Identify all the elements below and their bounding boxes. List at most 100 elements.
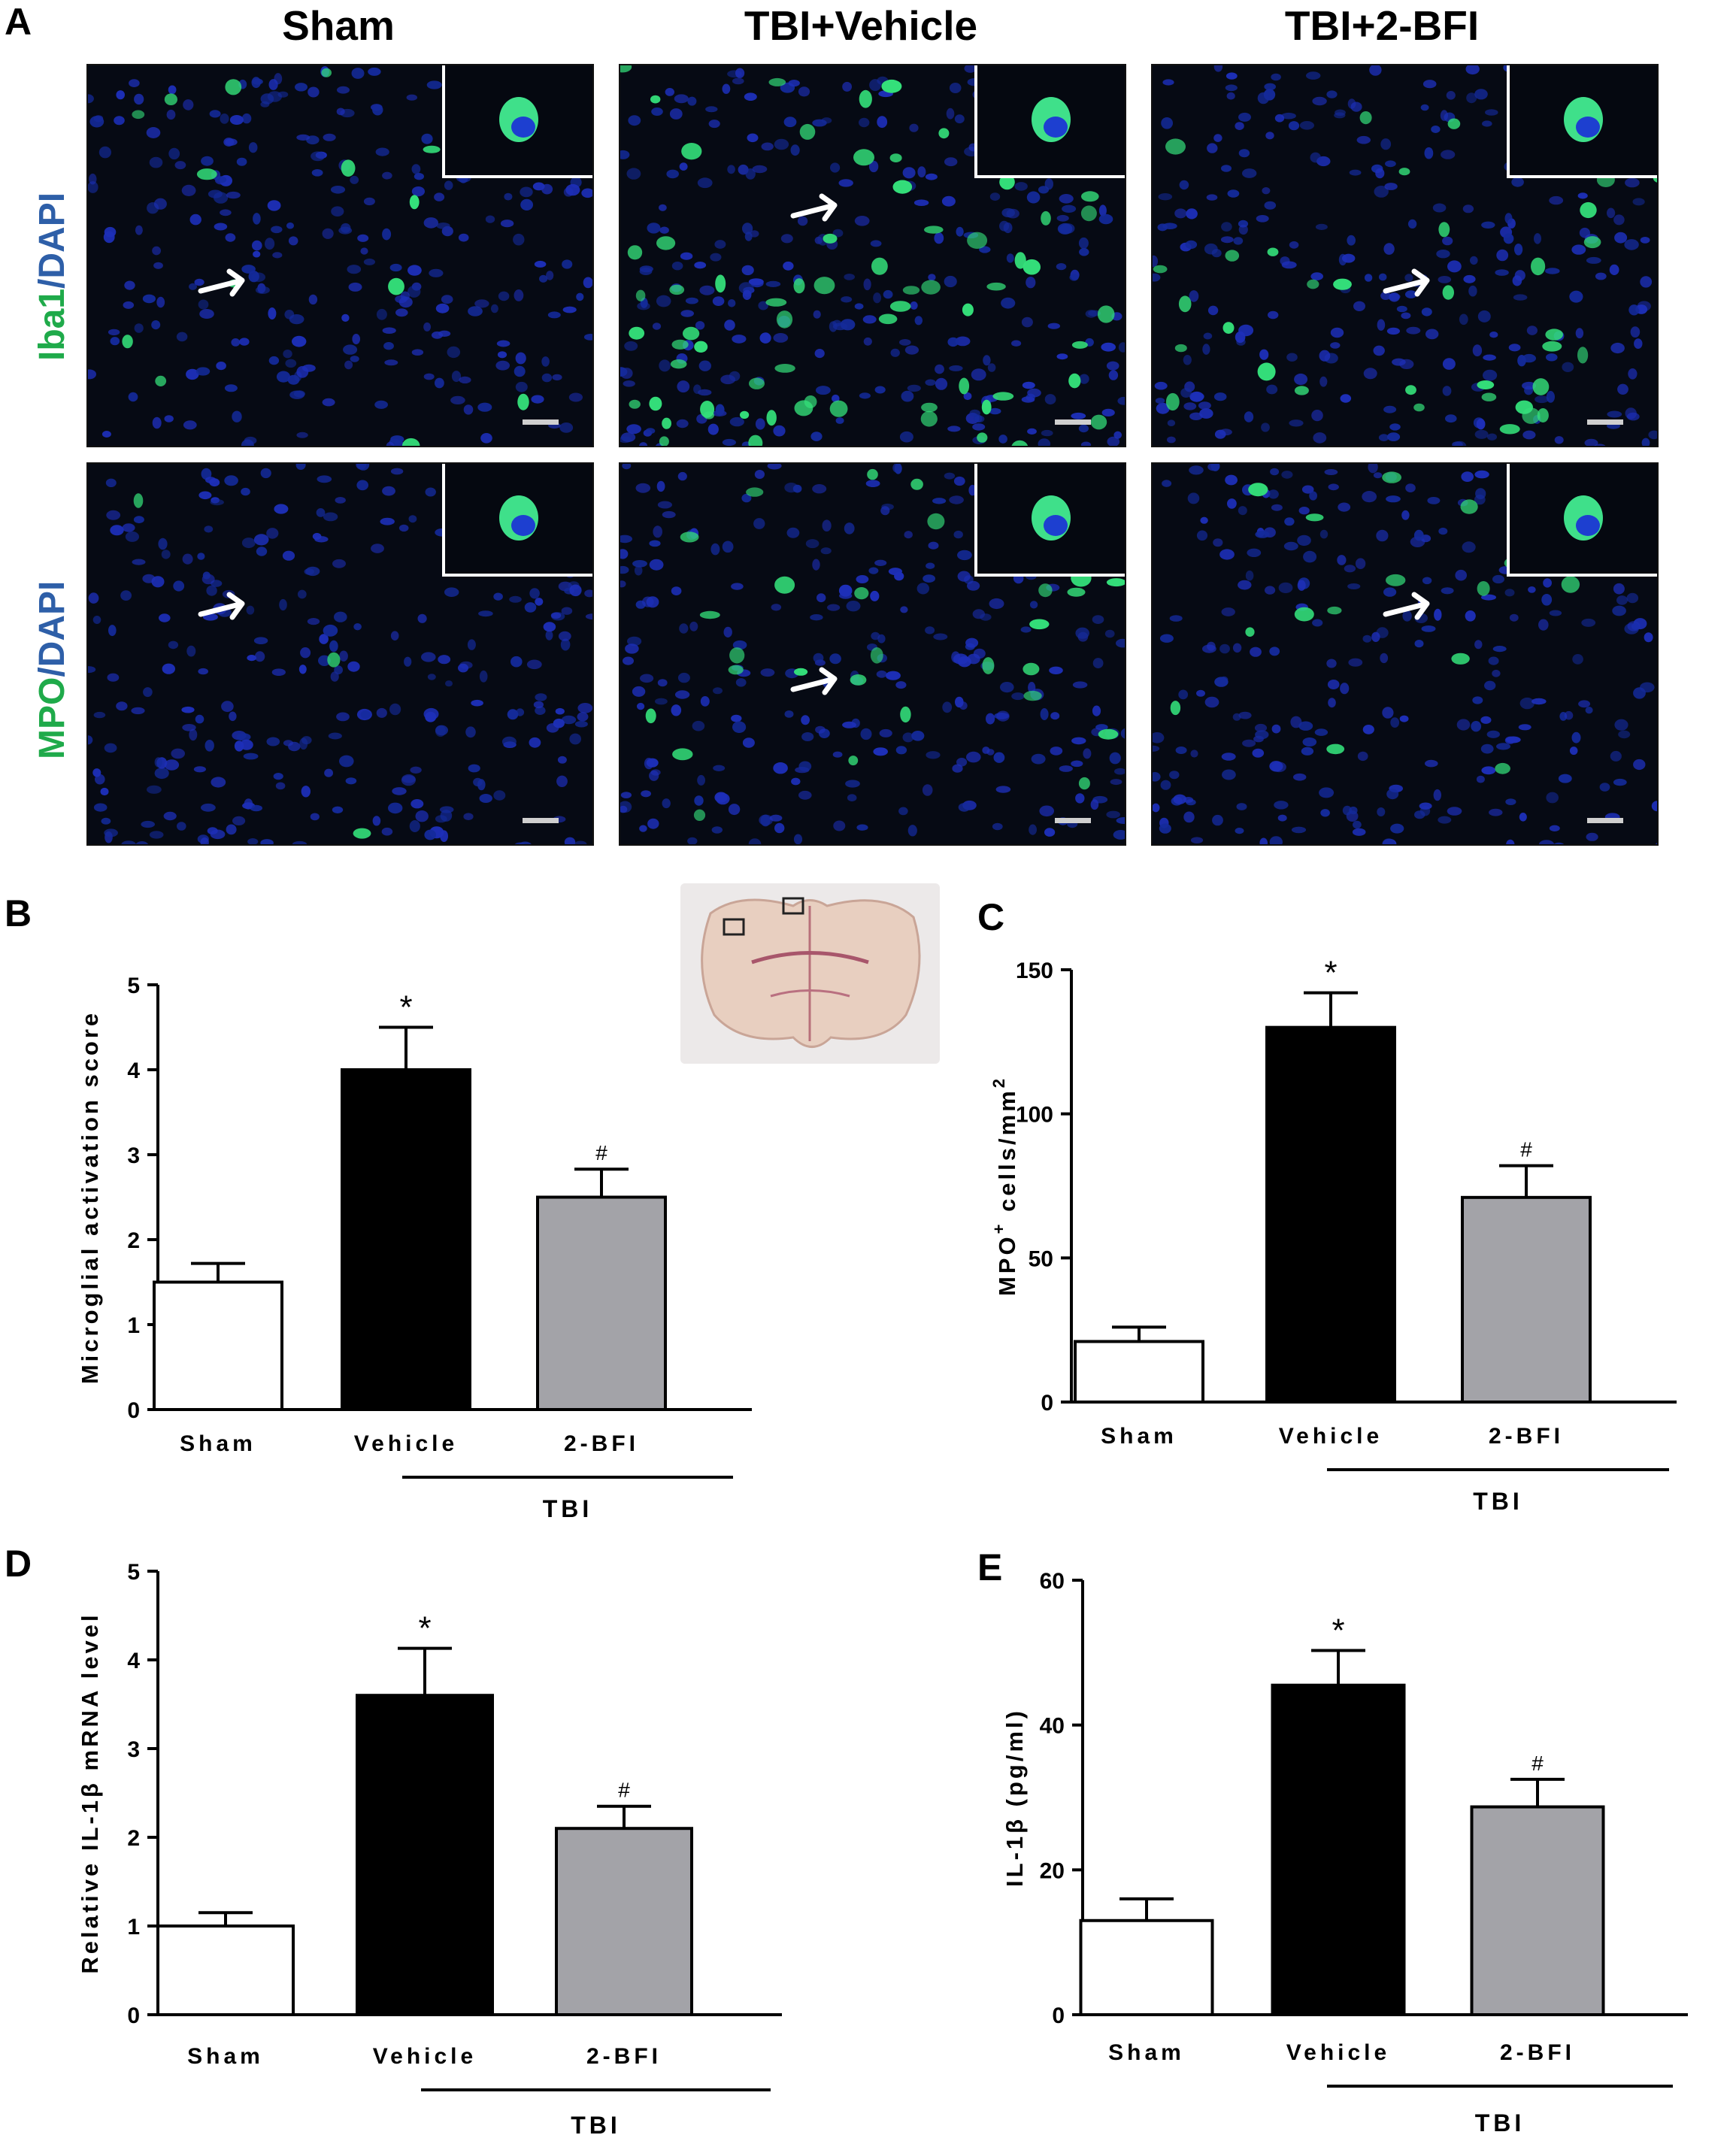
dapi-nucleus (1047, 323, 1060, 329)
dapi-nucleus (1270, 468, 1280, 476)
dapi-nucleus (1235, 828, 1244, 834)
dapi-nucleus (1189, 412, 1203, 420)
stained-cell (889, 153, 902, 162)
dapi-nucleus (647, 818, 659, 829)
dapi-nucleus (728, 804, 741, 816)
dapi-nucleus (186, 368, 199, 380)
dapi-nucleus (812, 559, 820, 571)
dapi-nucleus (1441, 587, 1454, 595)
dapi-nucleus (323, 512, 338, 522)
dapi-nucleus (715, 404, 725, 416)
dapi-nucleus (134, 323, 144, 333)
dapi-nucleus (1259, 837, 1268, 844)
dapi-nucleus (1421, 625, 1436, 632)
dapi-nucleus (987, 363, 996, 372)
dapi-nucleus (561, 607, 573, 615)
panel-e-bar-vehicle (1271, 1683, 1406, 2017)
dapi-nucleus (1506, 839, 1515, 844)
dapi-nucleus (1155, 398, 1165, 404)
dapi-nucleus (1438, 527, 1448, 535)
dapi-nucleus (495, 360, 510, 371)
dapi-nucleus (1386, 327, 1400, 335)
dapi-nucleus (195, 714, 205, 724)
dapi-nucleus (1202, 344, 1210, 355)
dapi-nucleus (700, 696, 710, 707)
dapi-nucleus (1626, 592, 1639, 604)
dapi-nucleus (1342, 805, 1352, 816)
stained-cell (423, 145, 441, 153)
dapi-nucleus (873, 292, 881, 304)
dapi-nucleus (1340, 683, 1350, 695)
dapi-nucleus (639, 442, 648, 446)
dapi-nucleus (539, 274, 548, 283)
dapi-nucleus (153, 198, 167, 210)
dapi-nucleus (125, 531, 139, 542)
column-title-tbi-vehicle: TBI+Vehicle (744, 2, 978, 49)
stained-cell (635, 289, 646, 301)
dapi-nucleus (877, 116, 888, 129)
dapi-nucleus (1238, 711, 1252, 719)
dapi-nucleus (164, 415, 174, 422)
dapi-nucleus (411, 799, 424, 809)
dapi-nucleus (760, 814, 771, 827)
dapi-nucleus (509, 595, 522, 603)
dapi-nucleus (904, 345, 919, 355)
dapi-nucleus (1434, 608, 1442, 621)
dapi-nucleus (1071, 737, 1086, 745)
dapi-nucleus (656, 480, 665, 492)
dapi-nucleus (859, 117, 870, 128)
dapi-nucleus (288, 741, 301, 752)
dapi-nucleus (231, 338, 241, 347)
stained-cell (1561, 576, 1580, 593)
dapi-nucleus (1226, 92, 1235, 100)
dapi-nucleus (728, 299, 736, 307)
dapi-nucleus (1364, 274, 1373, 282)
dapi-nucleus (1468, 285, 1477, 297)
dapi-nucleus (174, 161, 186, 170)
dapi-nucleus (1178, 689, 1189, 700)
dapi-nucleus (790, 144, 800, 156)
inset-drawing (1032, 495, 1071, 541)
dapi-nucleus (862, 315, 877, 324)
dapi-nucleus (671, 586, 682, 595)
panel-d-bar-2-bfi (555, 1827, 693, 2016)
dapi-nucleus (382, 171, 392, 180)
dapi-nucleus (135, 225, 143, 235)
dapi-nucleus (620, 367, 628, 377)
dapi-nucleus (1092, 705, 1101, 716)
dapi-nucleus (205, 477, 217, 483)
dapi-nucleus (1159, 634, 1174, 643)
dapi-nucleus (979, 246, 991, 253)
dapi-nucleus (1406, 326, 1421, 335)
dapi-nucleus (555, 707, 565, 715)
dapi-nucleus (1505, 736, 1521, 743)
dapi-nucleus (687, 96, 697, 106)
dapi-nucleus (88, 592, 99, 604)
dapi-nucleus (510, 656, 523, 668)
stained-cell (870, 647, 883, 664)
dapi-nucleus (1386, 432, 1401, 441)
dapi-nucleus (577, 703, 592, 713)
dapi-nucleus (820, 547, 832, 555)
dapi-nucleus (1472, 344, 1483, 357)
dapi-nucleus (1213, 538, 1223, 547)
dapi-nucleus (974, 414, 983, 423)
dapi-nucleus (552, 374, 562, 381)
dapi-nucleus (284, 310, 295, 319)
dapi-nucleus (1277, 814, 1287, 822)
dapi-nucleus (1080, 441, 1092, 446)
dapi-nucleus (1214, 677, 1229, 687)
dapi-nucleus (344, 360, 353, 370)
dapi-nucleus (1160, 780, 1171, 790)
dapi-nucleus (1431, 126, 1441, 133)
stained-cell (1531, 257, 1546, 276)
dapi-nucleus (835, 417, 844, 424)
dapi-nucleus (947, 337, 959, 347)
stained-cell (920, 410, 938, 427)
dapi-nucleus (873, 747, 888, 756)
panel-d-category-label: 2-BFI (586, 2044, 662, 2069)
dapi-nucleus (1244, 411, 1254, 422)
dapi-nucleus (168, 640, 179, 650)
dapi-nucleus (1271, 73, 1281, 81)
dapi-nucleus (1624, 239, 1639, 250)
